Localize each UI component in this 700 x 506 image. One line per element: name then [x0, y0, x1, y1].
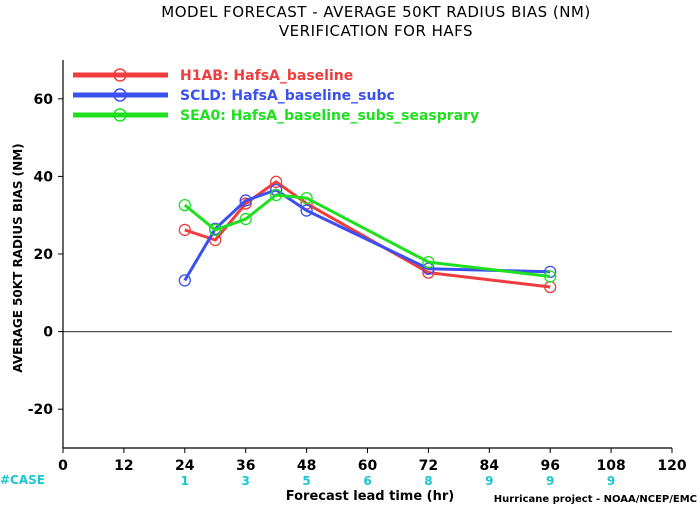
x-tick-label: 36 [236, 458, 255, 474]
legend-marker [113, 68, 127, 82]
case-count: 6 [363, 474, 371, 488]
x-tick-label: 72 [419, 458, 438, 474]
data-point [209, 223, 222, 237]
data-point [239, 212, 252, 226]
legend-label: SEA0: HafsA_baseline_subs_seasprary [180, 108, 479, 124]
legend-marker [113, 88, 127, 102]
data-point [422, 255, 435, 269]
data-point [544, 270, 557, 283]
x-tick-label: 12 [114, 458, 133, 474]
y-tick-label: -20 [28, 402, 54, 418]
data-point [178, 274, 191, 287]
x-tick-label: 96 [540, 458, 559, 474]
case-count: 5 [302, 474, 310, 488]
case-count-label: #CASE [0, 473, 45, 487]
y-tick-label: 0 [43, 325, 53, 341]
data-point [178, 198, 191, 212]
y-tick-label: 60 [34, 92, 54, 108]
legend-marker [113, 108, 127, 122]
data-point [269, 175, 283, 188]
x-tick-label: 108 [596, 458, 625, 474]
case-count: 9 [607, 474, 615, 488]
x-tick-label: 84 [480, 458, 500, 474]
case-count: 9 [546, 474, 554, 488]
y-axis-label: AVERAGE 50KT RADIUS BIAS (NM) [11, 143, 25, 372]
x-tick-label: 0 [58, 458, 68, 474]
legend-label: H1AB: HafsA_baseline [180, 68, 353, 84]
legend-label: SCLD: HafsA_baseline_subc [180, 88, 395, 104]
y-tick-label: 40 [34, 169, 54, 185]
credit-text: Hurricane project - NOAA/NCEP/EMC [494, 494, 697, 505]
case-count: 1 [181, 474, 189, 488]
y-tick-label: 20 [34, 247, 54, 263]
x-tick-label: 24 [175, 458, 195, 474]
x-tick-label: 48 [297, 458, 316, 474]
data-point [269, 188, 283, 202]
case-count: 8 [424, 474, 432, 488]
series-line [183, 193, 551, 278]
data-point [544, 265, 557, 278]
case-count: 3 [242, 474, 250, 488]
chart-title: MODEL FORECAST - AVERAGE 50KT RADIUS BIA… [161, 3, 590, 21]
series-line [184, 180, 551, 289]
plot-area: 0 12 24 36 48 60 72 84 96 108 120 -20 0 20 40 60 1 3 5 6 8 9 9… [28, 60, 687, 488]
x-tick-label: 60 [358, 458, 378, 474]
data-point [239, 194, 252, 207]
data-point [300, 191, 313, 205]
data-point [300, 204, 313, 217]
data-point [178, 223, 191, 237]
case-count: 9 [485, 474, 493, 488]
data-point [239, 197, 252, 210]
x-tick-label: 120 [657, 458, 686, 474]
x-axis-label: Forecast lead time (hr) [286, 489, 454, 504]
chart-subtitle: VERIFICATION FOR HAFS [279, 22, 473, 40]
